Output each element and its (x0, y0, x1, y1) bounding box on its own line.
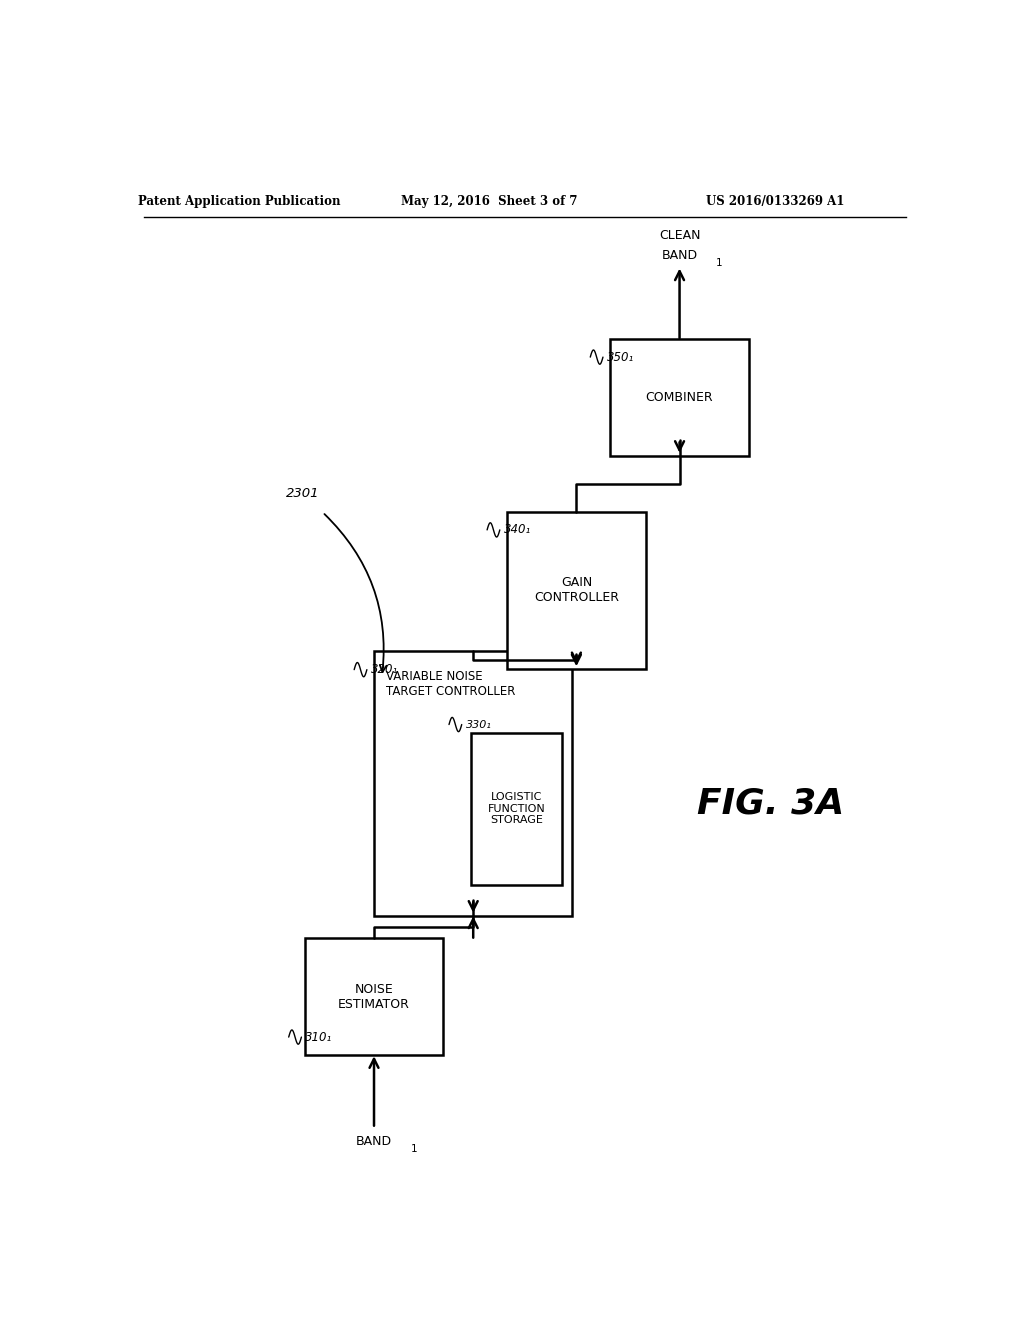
Text: Patent Application Publication: Patent Application Publication (138, 195, 340, 209)
Text: 310₁: 310₁ (305, 1031, 333, 1044)
Bar (610, 339, 749, 455)
Text: BAND: BAND (356, 1135, 392, 1148)
Text: GAIN
CONTROLLER: GAIN CONTROLLER (534, 577, 618, 605)
Text: NOISE
ESTIMATOR: NOISE ESTIMATOR (338, 983, 410, 1011)
Text: CLEAN: CLEAN (658, 228, 700, 242)
Text: BAND: BAND (662, 249, 697, 261)
Text: May 12, 2016  Sheet 3 of 7: May 12, 2016 Sheet 3 of 7 (400, 195, 578, 209)
Bar (374, 651, 572, 916)
Text: LOGISTIC
FUNCTION
STORAGE: LOGISTIC FUNCTION STORAGE (488, 792, 546, 825)
Text: 1: 1 (716, 257, 723, 268)
Text: 320₁: 320₁ (371, 663, 398, 676)
Text: VARIABLE NOISE
TARGET CONTROLLER: VARIABLE NOISE TARGET CONTROLLER (386, 669, 515, 698)
Bar (507, 512, 646, 669)
Text: 340₁: 340₁ (504, 524, 531, 536)
Text: FIG. 3A: FIG. 3A (697, 787, 845, 821)
Bar (304, 939, 443, 1056)
Text: 330₁: 330₁ (466, 719, 492, 730)
Bar (471, 733, 562, 886)
Text: 2301: 2301 (286, 487, 319, 500)
Text: 350₁: 350₁ (607, 351, 634, 363)
Text: US 2016/0133269 A1: US 2016/0133269 A1 (706, 195, 844, 209)
Text: 1: 1 (411, 1144, 417, 1154)
Text: COMBINER: COMBINER (646, 391, 714, 404)
